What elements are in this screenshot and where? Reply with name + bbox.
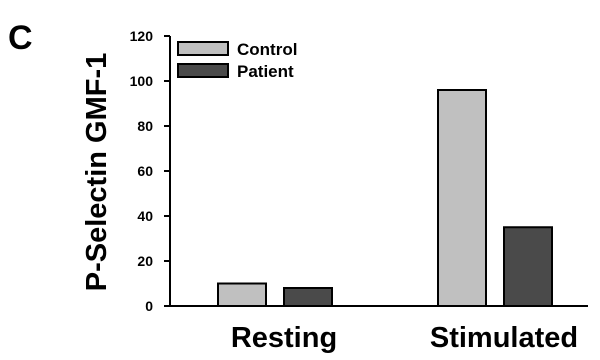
legend-swatch-control — [177, 41, 229, 56]
legend-label-control: Control — [237, 40, 297, 59]
y-tick-label: 100 — [130, 73, 154, 89]
y-tick-label: 120 — [130, 28, 154, 44]
panel-label: C — [8, 19, 33, 57]
bar-patient-resting — [283, 287, 333, 307]
bar-control-stimulated — [437, 89, 487, 307]
y-tick-label: 20 — [137, 253, 153, 269]
x-tick-label: Resting — [231, 322, 337, 354]
x-tick-label: Stimulated — [430, 322, 578, 354]
bar-control-resting — [217, 282, 267, 307]
legend-swatch-patient — [177, 63, 229, 78]
y-tick-label: 40 — [137, 208, 153, 224]
plot-area — [217, 89, 553, 307]
legend: Control Patient — [177, 40, 297, 81]
y-tick-label: 0 — [145, 298, 153, 314]
y-tick-label: 60 — [137, 163, 153, 179]
bar-patient-stimulated — [503, 226, 553, 307]
y-tick-label: 80 — [137, 118, 153, 134]
legend-label-patient: Patient — [237, 62, 294, 81]
y-axis-label: P-Selectin GMF-1 — [81, 53, 113, 292]
y-axis-ticks: 0 20 40 60 80 100 120 — [130, 28, 170, 314]
x-axis-ticks: Resting Stimulated — [231, 322, 578, 354]
